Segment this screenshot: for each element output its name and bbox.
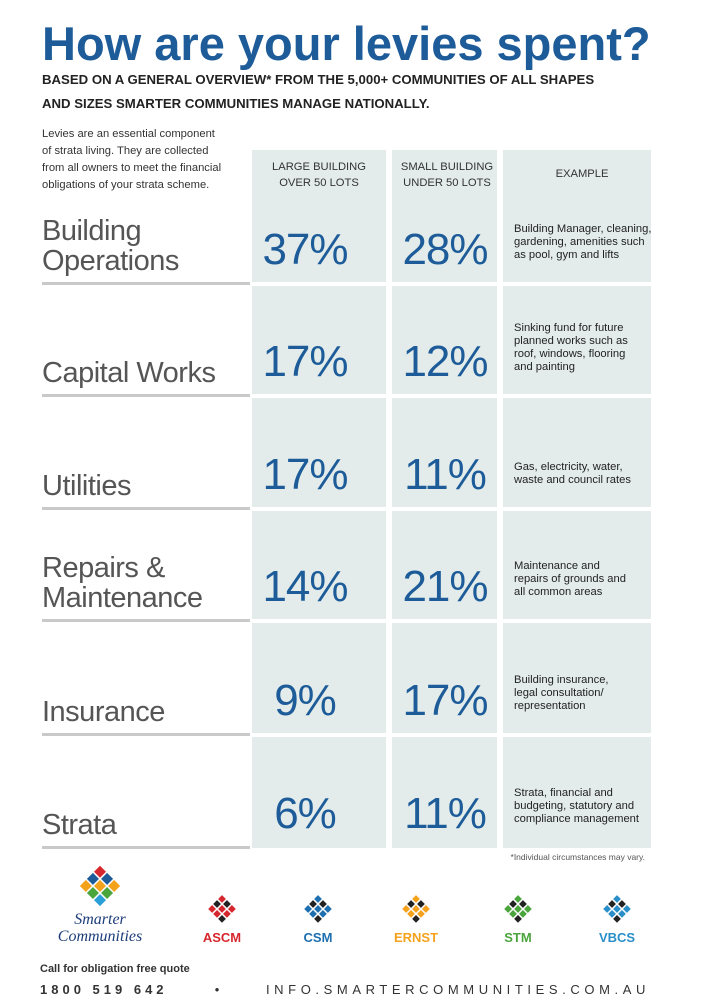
footer-phone: 1800 519 642 bbox=[40, 982, 168, 997]
example-text: repairs of grounds and bbox=[514, 573, 626, 585]
small-building-percent: 21% bbox=[402, 562, 487, 611]
footer-cta: Call for obligation free quote bbox=[40, 963, 190, 975]
column-header: SMALL BUILDING bbox=[401, 161, 493, 173]
brand-logo-text: ASCM bbox=[203, 930, 241, 945]
logo-tile bbox=[613, 914, 621, 923]
table-column-bg bbox=[392, 150, 497, 848]
large-building-percent: 6% bbox=[274, 789, 336, 838]
label-underline bbox=[42, 733, 250, 736]
row-label: Maintenance bbox=[42, 582, 203, 614]
example-text: roof, windows, flooring bbox=[514, 348, 625, 360]
logo-tile bbox=[93, 894, 107, 907]
intro-text: obligations of your strata scheme. bbox=[42, 179, 209, 191]
subtitle: AND SIZES SMARTER COMMUNITIES MANAGE NAT… bbox=[42, 96, 430, 111]
example-text: Building Manager, cleaning, bbox=[514, 223, 651, 235]
example-text: representation bbox=[514, 700, 586, 712]
example-text: gardening, amenities such bbox=[514, 236, 645, 248]
example-text: all common areas bbox=[514, 586, 603, 598]
large-building-percent: 9% bbox=[274, 676, 336, 725]
row-label: Operations bbox=[42, 245, 179, 277]
logo-tile bbox=[86, 872, 99, 885]
example-text: Building insurance, bbox=[514, 674, 609, 686]
table-column-bg bbox=[252, 150, 386, 848]
large-building-percent: 14% bbox=[262, 562, 347, 611]
example-text: as pool, gym and lifts bbox=[514, 249, 619, 261]
row-label: Insurance bbox=[42, 696, 165, 728]
label-underline bbox=[42, 282, 250, 285]
subtitle: BASED ON A GENERAL OVERVIEW* FROM THE 5,… bbox=[42, 72, 594, 87]
row-separator bbox=[252, 394, 651, 398]
small-building-percent: 11% bbox=[404, 450, 486, 499]
example-text: Maintenance and bbox=[514, 560, 600, 572]
small-building-percent: 17% bbox=[402, 676, 487, 725]
label-underline bbox=[42, 846, 250, 849]
brand-logo-text: STM bbox=[504, 930, 531, 945]
row-label: Capital Works bbox=[42, 357, 215, 389]
small-building-percent: 28% bbox=[402, 225, 487, 274]
row-separator bbox=[252, 507, 651, 511]
row-label: Utilities bbox=[42, 470, 131, 502]
example-text: budgeting, statutory and bbox=[514, 800, 634, 812]
label-underline bbox=[42, 394, 250, 397]
footer-separator: • bbox=[215, 982, 220, 997]
row-separator bbox=[252, 282, 651, 286]
example-text: and painting bbox=[514, 361, 575, 373]
example-text: Gas, electricity, water, bbox=[514, 461, 623, 473]
row-label: Repairs & bbox=[42, 552, 165, 584]
intro-text: from all owners to meet the financial bbox=[42, 162, 221, 174]
row-label: Building bbox=[42, 215, 141, 247]
brand-logo-text: CSM bbox=[304, 930, 333, 945]
title: How are your levies spent? bbox=[42, 17, 651, 70]
example-text: planned works such as bbox=[514, 335, 628, 347]
large-building-percent: 37% bbox=[262, 225, 347, 274]
footnote: *Individual circumstances may vary. bbox=[511, 852, 645, 862]
example-text: legal consultation/ bbox=[514, 687, 604, 699]
row-separator bbox=[252, 733, 651, 737]
label-underline bbox=[42, 619, 250, 622]
column-header: LARGE BUILDING bbox=[272, 161, 366, 173]
main-logo-text: Communities bbox=[58, 928, 142, 945]
label-underline bbox=[42, 507, 250, 510]
example-text: Strata, financial and bbox=[514, 787, 613, 799]
logo-tile bbox=[514, 914, 522, 923]
table-column-bg bbox=[503, 150, 651, 848]
logo-tile bbox=[108, 879, 121, 892]
logo-tile bbox=[101, 872, 114, 885]
logo-tile bbox=[93, 879, 107, 892]
footer-website: INFO.SMARTERCOMMUNITIES.COM.AU bbox=[266, 982, 650, 997]
brand-logo-text: ERNST bbox=[394, 930, 438, 945]
small-building-percent: 12% bbox=[402, 337, 487, 386]
logo-tile bbox=[79, 879, 92, 892]
example-text: Sinking fund for future bbox=[514, 322, 623, 334]
row-label: Strata bbox=[42, 809, 118, 841]
example-text: compliance management bbox=[514, 813, 640, 825]
main-logo-text: Smarter bbox=[74, 911, 126, 928]
large-building-percent: 17% bbox=[262, 450, 347, 499]
small-building-percent: 11% bbox=[404, 789, 486, 838]
intro-text: of strata living. They are collected bbox=[42, 145, 208, 157]
brand-logo-text: VBCS bbox=[599, 930, 635, 945]
column-header: EXAMPLE bbox=[556, 168, 609, 180]
intro-text: Levies are an essential component bbox=[42, 128, 216, 140]
large-building-percent: 17% bbox=[262, 337, 347, 386]
row-separator bbox=[252, 619, 651, 623]
column-header: UNDER 50 LOTS bbox=[403, 177, 491, 189]
example-text: waste and council rates bbox=[513, 474, 631, 486]
column-header: OVER 50 LOTS bbox=[279, 177, 359, 189]
